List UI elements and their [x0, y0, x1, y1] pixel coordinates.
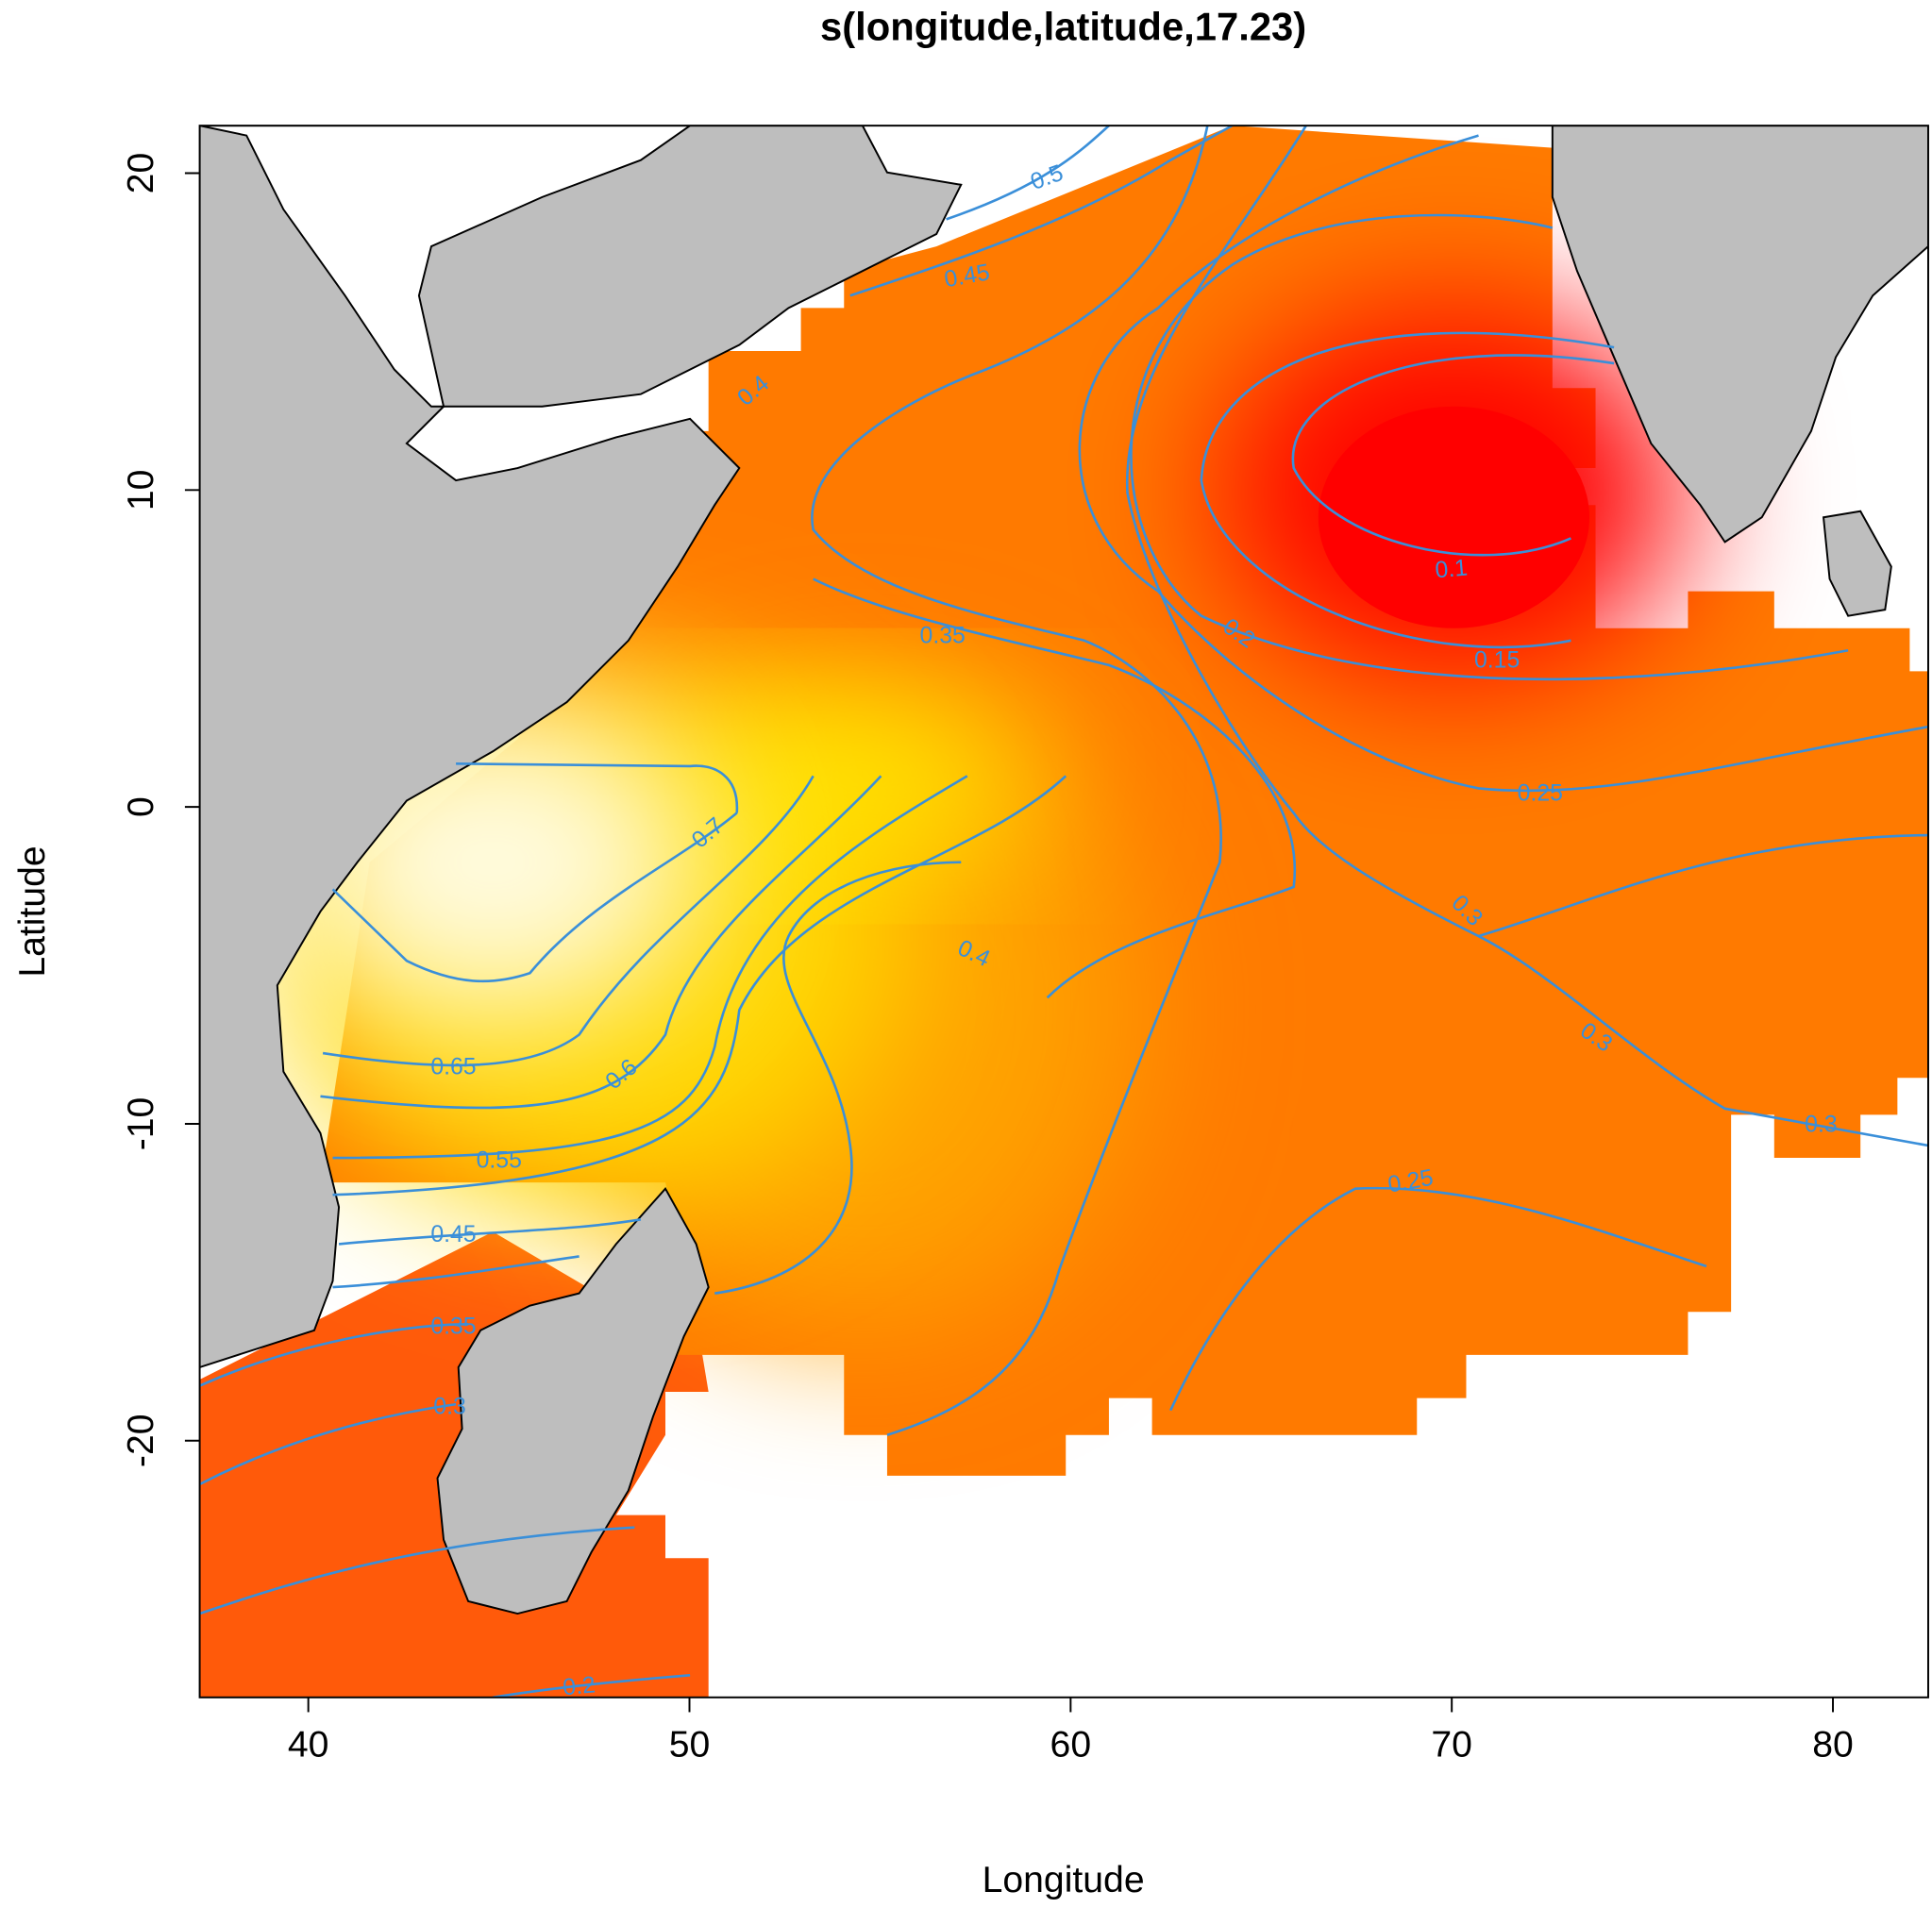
contour-label: 0.45	[430, 1222, 476, 1247]
contour-label: 0.35	[430, 1314, 476, 1340]
contour-label: 0.1	[1434, 555, 1469, 583]
y-axis-label: Latitude	[12, 845, 53, 977]
x-tick-label: 50	[669, 1724, 711, 1765]
plot-frame	[198, 125, 1929, 1699]
land	[199, 126, 1928, 1615]
contour-label: 0.65	[430, 1054, 476, 1080]
x-tick-label: 40	[288, 1724, 329, 1765]
x-tick-label: 70	[1431, 1724, 1472, 1765]
chart-title: s(longitude,latitude,17.23)	[820, 4, 1306, 48]
x-tick-label: 60	[1050, 1724, 1092, 1765]
contour-label: 0.55	[477, 1147, 522, 1173]
y-tick-label: -20	[121, 1414, 161, 1467]
y-tick-label: 0	[121, 796, 161, 817]
contour-label: 0.3	[433, 1395, 465, 1420]
contour-label: 0.2	[562, 1672, 596, 1700]
y-tick-label: 10	[121, 470, 161, 511]
y-tick-label: 20	[121, 153, 161, 194]
contour-label: 0.25	[1518, 781, 1563, 807]
x-tick-label: 80	[1812, 1724, 1854, 1765]
x-axis-label: Longitude	[983, 1860, 1145, 1900]
contour-label: 0.35	[920, 623, 966, 648]
contour-label: 0.15	[1474, 648, 1520, 674]
y-tick-label: -10	[121, 1097, 161, 1151]
contour-lines	[199, 126, 1928, 1698]
contour-label: 0.3	[1805, 1113, 1837, 1138]
